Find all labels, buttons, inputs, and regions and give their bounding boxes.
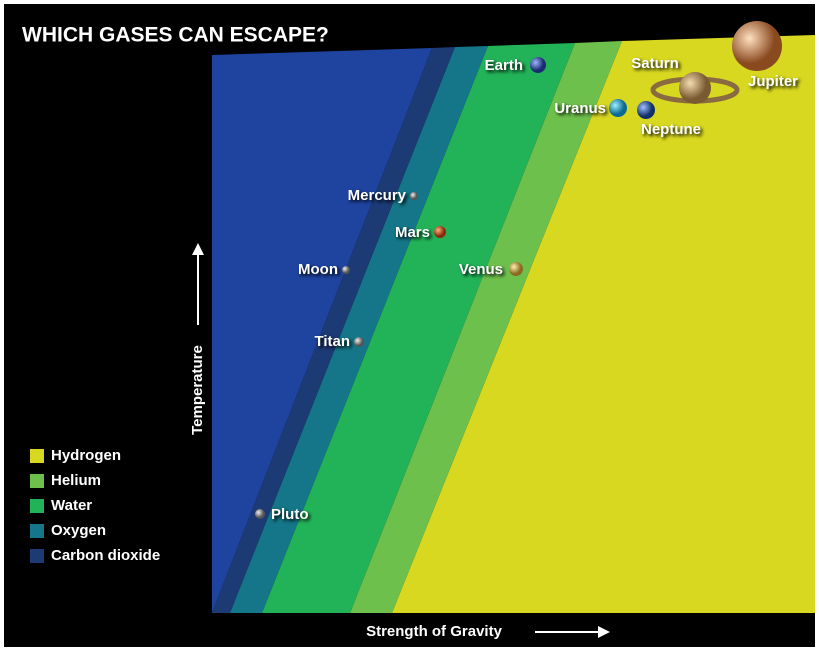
legend-label: Water (51, 497, 92, 514)
legend-label: Helium (51, 472, 101, 489)
infographic: WHICH GASES CAN ESCAPE? Earth Saturn Jup… (0, 0, 819, 651)
planet (637, 101, 655, 119)
legend-swatch (30, 499, 44, 513)
planet (434, 226, 446, 238)
planet (410, 192, 418, 200)
planet (509, 262, 523, 276)
legend-label: Hydrogen (51, 447, 121, 464)
planet-label: Mercury (348, 187, 407, 204)
planet (530, 57, 546, 73)
planet (732, 21, 782, 71)
legend-swatch (30, 524, 44, 538)
y-axis-label: Temperature (189, 345, 206, 435)
planet (255, 509, 265, 519)
planet-label: Mars (395, 224, 430, 241)
x-axis-label: Strength of Gravity (366, 623, 503, 640)
legend-label: Carbon dioxide (51, 547, 160, 564)
planet (679, 72, 711, 104)
planet-label: Uranus (554, 100, 606, 117)
planet-label: Earth (485, 57, 523, 74)
planet-label: Moon (298, 261, 338, 278)
planet-label: Titan (314, 333, 350, 350)
planet-label: Pluto (271, 506, 309, 523)
legend-swatch (30, 449, 44, 463)
planet (354, 337, 364, 347)
planet-label: Venus (459, 261, 503, 278)
planet (609, 99, 627, 117)
planet-label: Jupiter (748, 73, 798, 90)
planet-label: Neptune (641, 121, 701, 138)
planet (342, 266, 350, 274)
legend-swatch (30, 474, 44, 488)
legend-swatch (30, 549, 44, 563)
planet-label: Saturn (631, 55, 679, 72)
legend-label: Oxygen (51, 522, 106, 539)
title: WHICH GASES CAN ESCAPE? (22, 24, 329, 47)
